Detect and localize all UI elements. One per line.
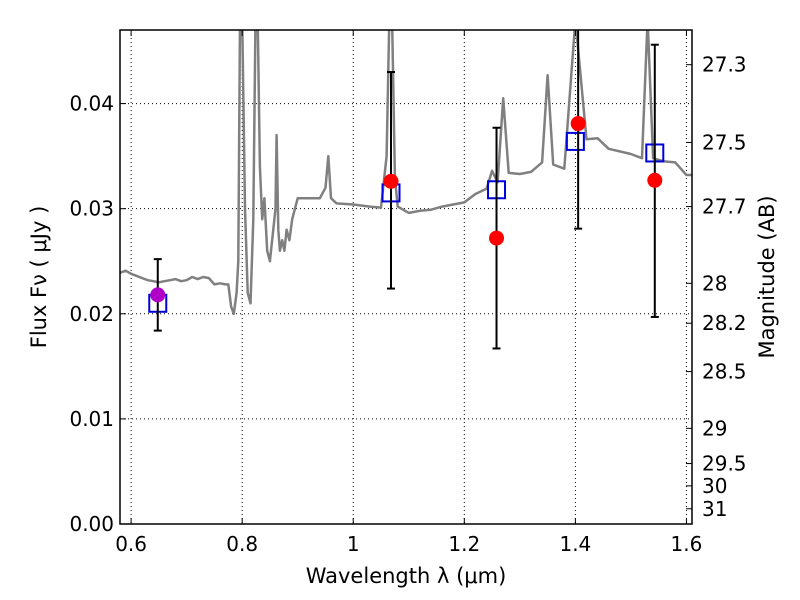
magnitude-tick-label: 31	[702, 497, 727, 521]
model-photometry-square	[565, 131, 585, 151]
magnitude-tick-label: 28.5	[702, 360, 747, 384]
x-axis-label: Wavelength λ (μm)	[306, 564, 507, 588]
model-spectrum-line	[120, 30, 692, 316]
y-tick-label: 0.00	[69, 512, 114, 536]
y-tick-label: 0.03	[69, 197, 114, 221]
observed-flux-point	[383, 173, 399, 189]
magnitude-tick-label: 30	[702, 474, 727, 498]
magnitude-tick-label: 27.5	[702, 130, 747, 154]
observed-flux-point	[150, 287, 166, 303]
x-tick-label: 1	[347, 532, 360, 556]
plot-frame	[119, 29, 693, 525]
x-tick-label: 1.2	[448, 532, 480, 556]
observed-flux-point	[489, 230, 505, 246]
axes-frame	[119, 29, 693, 525]
magnitude-tick-label: 29.5	[702, 452, 747, 476]
tick-marks	[120, 30, 692, 525]
observed-flux-point	[647, 172, 663, 188]
right-axis-label: Magnitude (AB)	[755, 195, 779, 358]
x-tick-label: 0.6	[115, 532, 147, 556]
y-axis-label: Flux Fν ( μJy )	[27, 206, 51, 349]
observed-flux-point	[570, 116, 586, 132]
y-tick-label: 0.01	[69, 407, 114, 431]
x-tick-label: 1.4	[559, 532, 591, 556]
y-tick-label: 0.04	[69, 92, 114, 116]
x-tick-label: 1.6	[671, 532, 703, 556]
plot-area	[120, 30, 692, 350]
y-tick-label: 0.02	[69, 302, 114, 326]
magnitude-tick-label: 27.3	[702, 53, 747, 77]
magnitude-tick-label: 29	[702, 416, 727, 440]
magnitude-tick-label: 27.7	[702, 195, 747, 219]
magnitude-tick-label: 28.2	[702, 311, 747, 335]
magnitude-tick-label: 28	[702, 271, 727, 295]
x-tick-label: 0.8	[226, 532, 258, 556]
